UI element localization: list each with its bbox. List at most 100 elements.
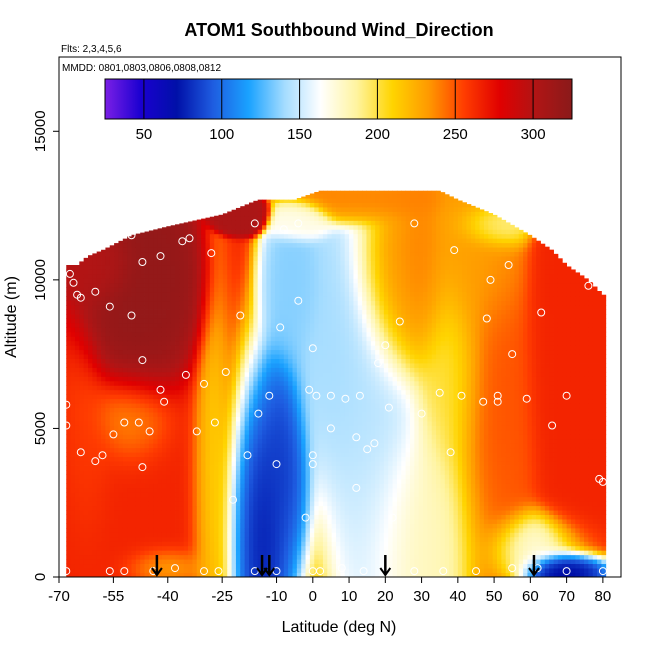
heatmap-cell [296,568,302,573]
heatmap-cell [153,322,159,328]
heatmap-cell [153,496,159,502]
heatmap-cell [209,376,215,382]
heatmap-cell [257,349,263,355]
heatmap-cell [205,425,211,431]
heatmap-cell [92,568,98,573]
heatmap-cell [161,233,167,239]
heatmap-cell [240,206,246,208]
heatmap-cell [183,371,189,377]
heatmap-cell [227,278,232,284]
heatmap-cell [244,331,250,337]
heatmap-cell [214,421,219,426]
heatmap-cell [214,224,219,230]
heatmap-cell [183,434,189,440]
heatmap-cell [253,412,259,417]
heatmap-cell [283,438,289,444]
heatmap-cell [214,265,219,270]
heatmap-cell [140,296,145,302]
heatmap-cell [88,380,93,386]
heatmap-cell [201,496,206,502]
heatmap-cell [336,527,341,533]
heatmap-cell [235,287,241,293]
heatmap-cell [88,536,93,542]
heatmap-cell [266,536,272,542]
heatmap-cell [127,434,132,440]
heatmap-cell [209,314,215,319]
heatmap-cell [166,527,172,533]
heatmap-cell [109,541,115,547]
heatmap-cell [322,461,328,466]
heatmap-cell [262,510,267,515]
heatmap-cell [301,233,306,239]
heatmap-cell [253,527,259,533]
heatmap-cell [105,505,111,511]
heatmap-cell [266,385,272,391]
heatmap-cell [301,309,306,315]
heatmap-cell [322,305,328,310]
heatmap-cell [109,496,115,502]
heatmap-cell [209,496,215,502]
heatmap-cell [283,452,289,458]
heatmap-cell [196,345,202,351]
heatmap-cell [79,282,85,288]
heatmap-cell [209,483,215,489]
heatmap-cell [79,358,85,364]
heatmap-cell [253,251,259,257]
heatmap-cell [122,505,128,511]
heatmap-cell [331,190,337,195]
heatmap-cell [144,296,150,302]
heatmap-cell [262,398,267,404]
heatmap-cell [279,300,285,306]
heatmap-cell [322,273,328,279]
heatmap-cell [314,269,320,275]
heatmap-cell [283,371,289,377]
heatmap-cell [96,407,102,413]
heatmap-cell [179,532,185,538]
heatmap-cell [74,300,80,306]
heatmap-cell [305,447,311,453]
heatmap-cell [205,501,211,507]
heatmap-cell [118,242,124,248]
heatmap-cell [66,345,71,351]
heatmap-cell [153,309,159,315]
heatmap-cell [314,318,320,324]
heatmap-cell [109,398,115,404]
heatmap-cell [275,545,280,551]
heatmap-cell [314,340,320,346]
heatmap-cell [192,425,198,431]
heatmap-cell [309,452,315,458]
heatmap-cell [240,416,246,422]
heatmap-cell [131,532,137,538]
heatmap-cell [175,282,180,288]
heatmap-cell [179,223,185,226]
heatmap-cell [201,218,206,221]
heatmap-cell [322,376,328,382]
heatmap-cell [96,251,102,257]
heatmap-cell [105,345,111,351]
heatmap-cell [266,394,272,400]
heatmap-cell [140,287,145,293]
heatmap-cell [196,251,202,257]
heatmap-cell [262,199,267,203]
heatmap-cell [188,287,193,293]
heatmap-cell [131,394,137,400]
heatmap-cell [74,501,80,507]
heatmap-cell [222,260,228,266]
heatmap-cell [92,265,98,270]
heatmap-cell [183,483,189,489]
heatmap-cell [218,568,224,573]
heatmap-cell [240,510,246,515]
heatmap-cell [257,496,263,502]
heatmap-cell [175,532,180,538]
heatmap-cell [314,367,320,373]
heatmap-cell [170,572,176,578]
heatmap-cell [266,215,272,221]
heatmap-cell [288,273,293,279]
heatmap-cell [283,541,289,547]
heatmap-cell [235,336,241,342]
heatmap-cell [240,287,246,293]
heatmap-cell [309,519,315,524]
heatmap-cell [105,287,111,293]
heatmap-cell [309,425,315,431]
heatmap-cell [235,291,241,297]
